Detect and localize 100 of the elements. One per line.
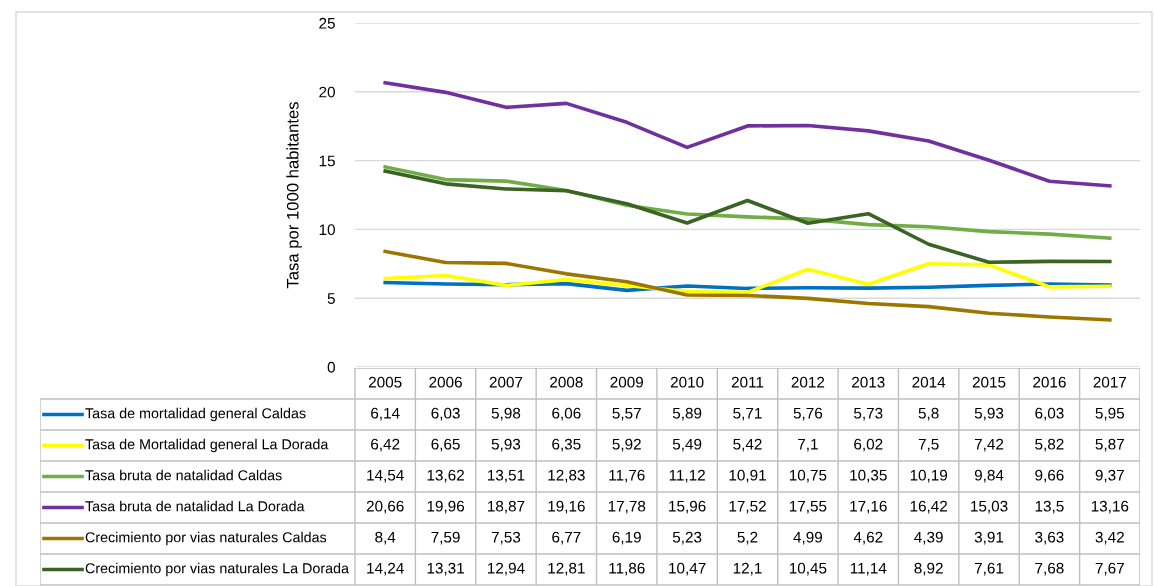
data-label: 10,75 [789,469,827,483]
data-label: 5,42 [733,438,762,452]
legend-label: Tasa bruta de natalidad La Dorada [85,500,305,512]
data-label: 12,94 [488,562,525,576]
x-tick-label: 2015 [972,376,1006,388]
data-label: 19,96 [427,500,465,514]
line-series [383,249,1112,322]
y-tick-label: 20 [319,86,335,98]
data-label: 13,16 [1091,500,1129,514]
data-label: 12,81 [548,562,585,576]
data-label: 6,03 [1035,407,1064,421]
line-series [383,261,1112,295]
data-label: 6,02 [854,438,883,452]
data-label: 11,14 [850,562,887,576]
data-label: 12,83 [548,469,585,483]
x-tick-label: 2012 [791,376,825,388]
data-label: 14,54 [367,469,404,483]
data-label: 17,78 [608,500,646,514]
x-tick-label: 2010 [670,376,704,388]
data-label: 11,12 [669,469,705,483]
data-label: 9,84 [974,469,1004,483]
data-label: 10,35 [850,469,887,483]
data-label: 10,91 [729,469,766,483]
data-label: 4,39 [914,531,943,545]
data-label: 14,24 [367,562,404,576]
data-label: 6,03 [431,407,460,421]
x-tick-label: 2011 [731,376,764,388]
data-label: 7,53 [491,531,521,545]
data-label: 7,67 [1095,562,1124,576]
data-label: 5,89 [672,407,702,421]
legend-label: Crecimiento por vias naturales Caldas [85,531,327,546]
data-label: 6,77 [552,531,581,545]
data-label: 20,66 [366,500,404,514]
data-label: 5,92 [612,438,641,452]
data-label: 13,51 [488,469,525,483]
x-tick-label: 2017 [1093,376,1127,388]
data-label: 6,42 [371,438,400,452]
data-label: 12,1 [733,562,762,576]
data-label: 8,4 [375,531,396,545]
data-label: 5,93 [491,438,521,452]
data-label: 5,49 [672,438,702,452]
data-label: 7,5 [918,438,939,452]
data-label: 4,99 [793,531,823,545]
data-label: 5,71 [733,407,762,421]
data-label: 5,76 [793,407,823,421]
data-label: 15,03 [971,500,1008,514]
data-label: 5,98 [491,407,521,421]
data-label: 17,52 [729,500,766,514]
data-label: 5,23 [672,531,702,545]
x-tick-label: 2006 [429,376,462,388]
data-label: 13,62 [427,469,464,483]
data-label: 5,95 [1095,407,1125,421]
x-tick-label: 2008 [550,376,583,388]
data-label: 7,1 [798,438,818,452]
data-label: 13,31 [427,562,464,576]
data-label: 10,47 [669,562,706,576]
data-label: 15,96 [669,500,706,514]
line-series [383,169,1112,265]
legend-label: Tasa de Mortalidad general La Dorada [85,438,329,453]
data-label: 6,35 [552,438,581,452]
data-label: 10,45 [789,562,827,576]
legend-label: Tasa de mortalidad general Caldas [85,407,306,422]
data-label: 11,86 [609,562,645,576]
data-label: 6,19 [612,531,641,545]
legend-label: Crecimiento por vias naturales La Dorada [85,562,349,577]
data-label: 5,8 [918,407,939,421]
data-label: 6,65 [431,438,460,452]
data-label: 5,87 [1095,438,1124,452]
y-tick-label: 5 [327,293,335,304]
x-tick-label: 2009 [610,376,643,388]
data-label: 7,61 [974,562,1004,576]
x-tick-label: 2014 [912,376,946,388]
data-label: 9,66 [1035,469,1064,483]
data-label: 3,63 [1035,531,1064,545]
data-label: 3,42 [1095,531,1124,545]
x-tick-label: 2016 [1033,376,1066,388]
data-label: 17,55 [789,500,827,514]
data-label: 11,76 [609,469,645,483]
data-label: 3,91 [974,531,1004,545]
y-tick-label: 15 [319,155,335,167]
data-label: 5,73 [854,407,883,421]
data-label: 6,14 [371,407,400,421]
data-label: 5,57 [612,407,641,421]
y-axis-title: Tasa por 1000 habitantes [286,102,302,289]
x-tick-label: 2013 [852,376,885,388]
data-label: 16,42 [910,500,947,514]
line-series [383,80,1112,188]
data-label: 7,59 [431,531,460,545]
data-label: 8,92 [914,562,943,576]
data-label: 18,87 [488,500,525,514]
legend-label: Tasa bruta de natalidad Caldas [85,469,282,481]
data-label: 17,16 [850,500,887,514]
x-tick-label: 2007 [489,376,523,388]
data-label: 19,16 [548,500,585,514]
y-tick-label: 10 [319,224,335,236]
data-label: 5,93 [974,407,1004,421]
x-tick-label: 2005 [368,376,402,388]
data-label: 10,19 [910,469,948,483]
data-label: 6,06 [552,407,581,421]
data-label: 13,5 [1035,500,1064,514]
